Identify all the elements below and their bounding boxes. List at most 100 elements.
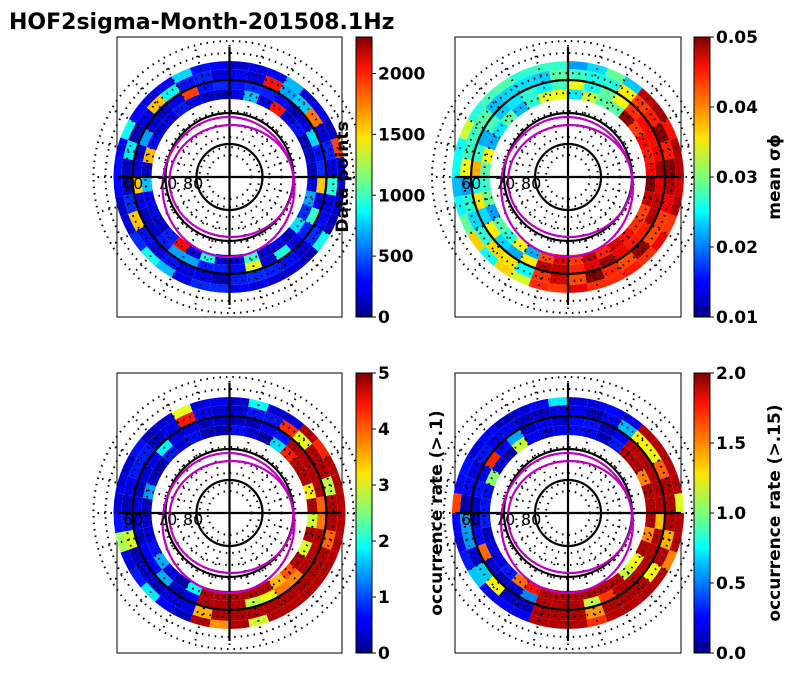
heatmap-cell [630, 94, 651, 115]
heatmap-cell [153, 552, 170, 570]
heatmap-cell [154, 101, 173, 121]
heatmap-cell [460, 177, 472, 196]
heatmap-cell [598, 84, 617, 101]
oval-outer [499, 451, 635, 595]
heatmap-cell [581, 90, 599, 104]
dotted-meridian [96, 476, 186, 503]
heatmap-cell [144, 221, 163, 240]
heatmap-cell [547, 283, 568, 293]
heatmap-cell [474, 562, 493, 583]
heatmap-cell [635, 557, 653, 576]
solid-grid [117, 47, 342, 305]
heatmap-cell [113, 177, 124, 198]
dotted-meridian [273, 140, 363, 167]
heatmap-cell [144, 114, 163, 133]
heatmap-cell [296, 221, 315, 240]
heatmap-cell [510, 606, 532, 623]
heatmap-cell [246, 269, 267, 284]
heatmap-cell [192, 406, 213, 421]
heatmap-cell [268, 436, 287, 454]
heatmap-cell [607, 236, 625, 254]
heatmap-cell [485, 539, 501, 557]
heatmap-cell [305, 464, 322, 483]
heatmap-cell [141, 513, 153, 529]
heatmap-cell [171, 270, 193, 287]
heatmap-cell [259, 84, 279, 101]
heatmap-cell [461, 476, 476, 496]
heatmap-cell [519, 253, 538, 270]
dotted-meridian [599, 79, 666, 146]
heatmap-cell [266, 606, 288, 623]
heatmap-cell [511, 100, 529, 118]
dotted-meridian [268, 443, 349, 491]
heatmap-cell [120, 455, 136, 477]
heatmap-cell [537, 90, 555, 104]
heatmap-cell [475, 128, 492, 147]
colorbar-tick-label: 0.01 [716, 308, 758, 328]
heatmap-cell [229, 273, 249, 285]
heatmap-cell [514, 411, 535, 429]
heatmap-cell [644, 513, 656, 529]
heatmap-cell [266, 270, 288, 287]
heatmap-cell [120, 549, 136, 571]
heatmap-cell [643, 562, 662, 583]
heatmap-cell [581, 426, 599, 440]
dotted-meridian [268, 199, 349, 247]
heatmap-cell [643, 107, 662, 128]
heatmap-cell [286, 437, 305, 457]
heatmap-cell [142, 482, 157, 500]
heatmap-cell [458, 119, 475, 141]
heatmap-cell [312, 231, 330, 252]
heatmap-cell [481, 190, 495, 208]
heatmap-cell [278, 252, 299, 271]
heatmap-cell [594, 94, 612, 110]
heatmap-cell [302, 190, 317, 208]
latitude-label: 70 [495, 174, 515, 193]
heatmap-cell [263, 75, 284, 93]
heatmap-cell [142, 190, 157, 208]
heatmap-cell [154, 569, 173, 589]
dotted-meridian [578, 221, 605, 310]
heatmap-cell [674, 513, 684, 534]
heatmap-cell [199, 426, 216, 440]
heatmap-cell [612, 580, 631, 598]
heatmap-cell [323, 213, 339, 235]
heatmap-cell [485, 575, 506, 596]
heatmap-cell [466, 459, 484, 480]
heatmap-cell [326, 494, 338, 513]
heatmap-cell [229, 283, 250, 293]
heatmap-cell [493, 595, 514, 614]
dotted-meridian [599, 544, 666, 611]
heatmap-cell [568, 69, 587, 81]
heatmap-cell [483, 114, 501, 133]
heatmap-cell [304, 562, 324, 583]
heatmap-cell [146, 94, 167, 115]
heatmap-cell [674, 492, 684, 513]
colorbar-tick-label: 3 [378, 476, 390, 496]
heatmap-cell [460, 158, 472, 177]
heatmap-cell [172, 436, 191, 454]
heatmap-cell [137, 207, 154, 226]
heatmap-cell [598, 420, 617, 437]
heatmap-cell [537, 426, 555, 440]
dotted-meridian [96, 140, 186, 167]
heatmap-cell [505, 428, 524, 446]
heatmap-cell [153, 456, 170, 474]
heatmap-cell [121, 177, 133, 196]
heatmap-cell [321, 476, 336, 496]
heatmap-cell [519, 84, 538, 101]
dotted-meridian [96, 523, 186, 550]
heatmap-cell [466, 123, 484, 144]
heatmap-cell [279, 445, 297, 463]
heatmap-cell [256, 430, 274, 446]
dotted-meridian [578, 380, 605, 469]
heatmap-cell [128, 123, 145, 144]
heatmap-cell [617, 252, 638, 271]
heatmap-cell [549, 405, 568, 417]
heatmap-cell [491, 120, 509, 138]
dotted-meridian [251, 552, 299, 633]
heatmap-cell [266, 67, 288, 84]
heatmap-cell [210, 69, 230, 81]
heatmap-cell [604, 606, 626, 623]
